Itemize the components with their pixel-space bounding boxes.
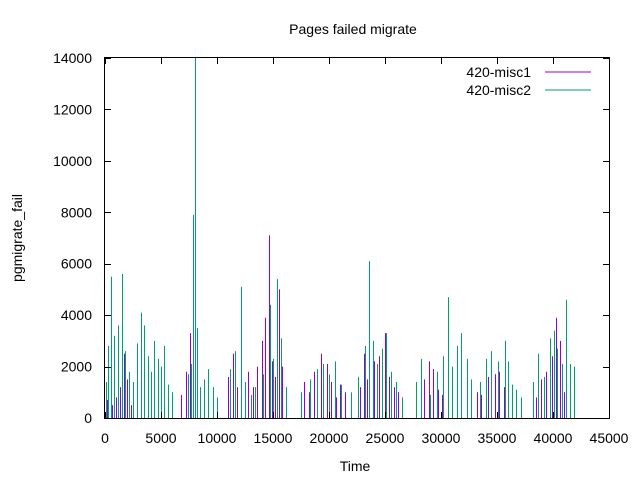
series-2 (106, 58, 575, 418)
y-tick-label-5: 8000 (61, 204, 92, 220)
x-axis-ticks: 0 5000 10000 15000 20000 25000 30000 35000 40000… (101, 58, 629, 446)
y-tick-label-4: 6000 (61, 256, 92, 272)
y-tick-label-3: 4000 (61, 307, 92, 323)
x-tick-label-2: 5000 (145, 430, 176, 446)
x-tick-label-6: 25000 (366, 430, 405, 446)
x-tick-label-4: 15000 (254, 430, 293, 446)
x-tick-label-7: 30000 (422, 430, 461, 446)
chart-title: Pages failed migrate (289, 21, 417, 37)
y-tick-label-8: 14000 (53, 50, 92, 66)
x-tick-label-1: 0 (101, 430, 109, 446)
x-tick-label-8: 35000 (478, 430, 517, 446)
x-tick-label-5: 20000 (310, 430, 349, 446)
legend-label-2: 420-misc2 (466, 82, 531, 98)
y-axis-ticks: 0 2000 4000 6000 8000 10000 12000 14000 (53, 50, 609, 426)
x-axis-label: Time (340, 458, 371, 474)
x-tick-label-3: 10000 (198, 430, 237, 446)
legend: 420-misc1 420-misc2 (466, 64, 591, 98)
y-tick-label-2: 2000 (61, 359, 92, 375)
legend-entry-2: 420-misc2 (466, 82, 591, 98)
y-axis-label: pgmigrate_fail (9, 194, 25, 282)
x-tick-label-10: 45000 (590, 430, 629, 446)
legend-label-1: 420-misc1 (466, 64, 531, 80)
y-tick-label-1: 0 (84, 410, 92, 426)
bars-layer (106, 58, 575, 418)
plot-frame (104, 57, 610, 419)
y-tick-label-7: 12000 (53, 101, 92, 117)
y-tick-label-6: 10000 (53, 153, 92, 169)
x-tick-label-9: 40000 (534, 430, 573, 446)
legend-entry-1: 420-misc1 (466, 64, 591, 80)
